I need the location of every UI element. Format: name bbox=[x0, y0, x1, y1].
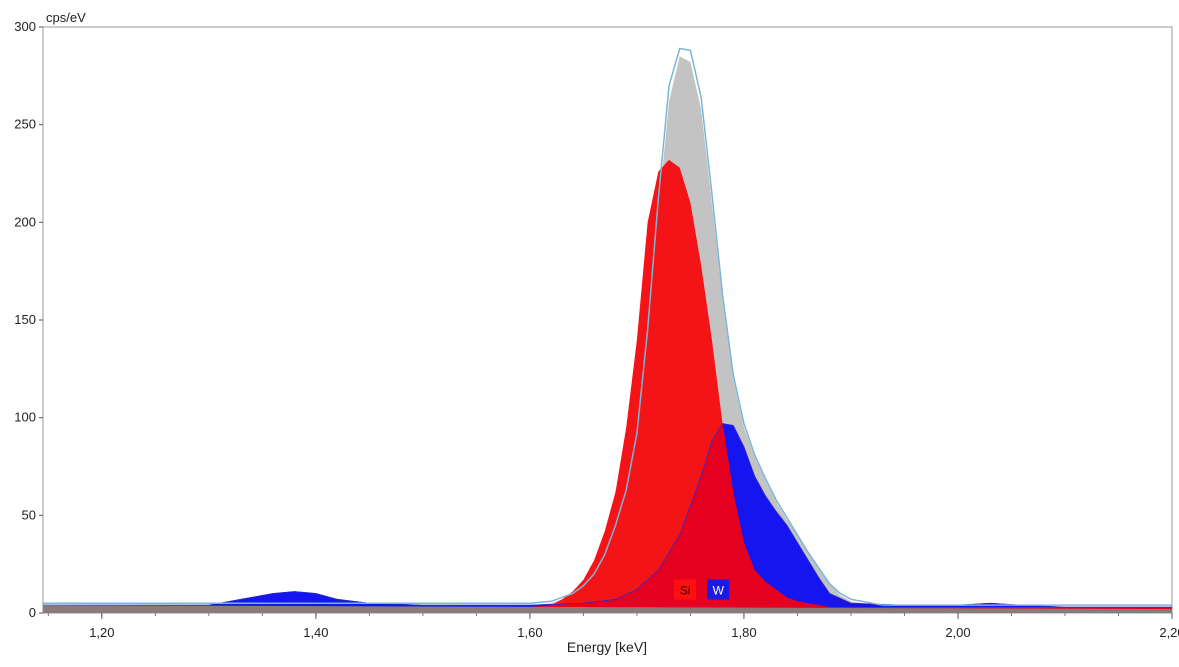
element-marker-label: Si bbox=[680, 584, 691, 598]
y-tick-label: 50 bbox=[22, 507, 36, 522]
element-marker-w[interactable]: W bbox=[707, 579, 730, 600]
element-marker-si[interactable]: Si bbox=[674, 579, 697, 600]
y-tick-label: 0 bbox=[29, 605, 36, 620]
y-tick-label: 250 bbox=[14, 117, 36, 132]
w-series-outline bbox=[43, 423, 1172, 608]
x-tick-label: 2,20 bbox=[1159, 625, 1179, 640]
fit-spectrum-line bbox=[43, 47, 1172, 606]
element-marker-label: W bbox=[713, 584, 725, 598]
background-series-area bbox=[43, 605, 1172, 613]
y-axis-label: cps/eV bbox=[46, 10, 86, 25]
plot-area bbox=[42, 26, 1173, 614]
x-tick-label: 2,00 bbox=[945, 625, 970, 640]
y-tick-label: 100 bbox=[14, 410, 36, 425]
x-tick-label: 1,60 bbox=[517, 625, 542, 640]
element-marker-box bbox=[674, 579, 697, 600]
x-tick-label: 1,80 bbox=[731, 625, 756, 640]
x-axis-label: Energy [keV] bbox=[567, 639, 647, 655]
element-marker-box bbox=[707, 579, 730, 600]
y-tick-label: 200 bbox=[14, 214, 36, 229]
si-series-area bbox=[43, 159, 1172, 613]
y-tick-label: 300 bbox=[14, 19, 36, 34]
y-tick-label: 150 bbox=[14, 312, 36, 327]
x-tick-label: 1,40 bbox=[303, 625, 328, 640]
x-tick-label: 1,20 bbox=[89, 625, 114, 640]
